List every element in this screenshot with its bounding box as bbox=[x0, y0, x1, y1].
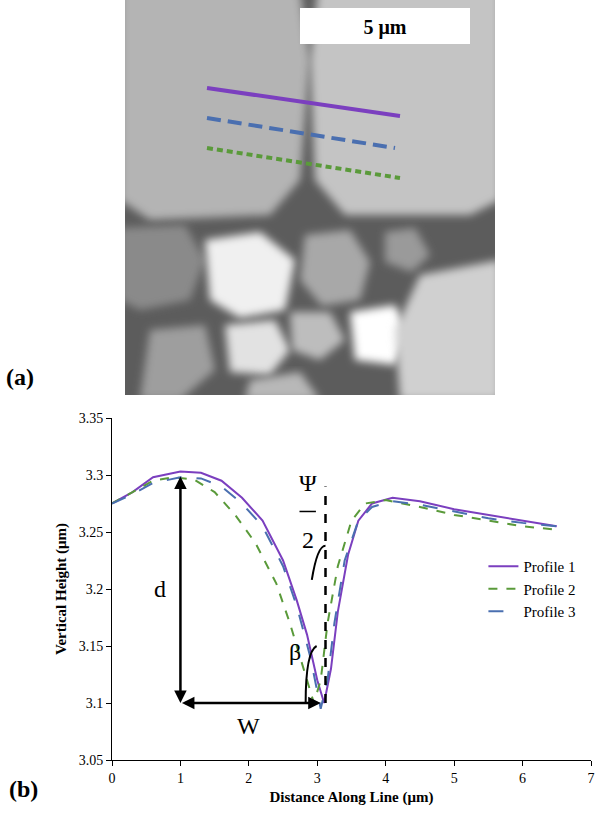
svg-text:3.35: 3.35 bbox=[79, 411, 104, 426]
svg-text:Profile 2: Profile 2 bbox=[523, 582, 575, 598]
svg-text:3.25: 3.25 bbox=[79, 525, 104, 540]
svg-text:(a): (a) bbox=[6, 364, 34, 390]
svg-text:Distance Along Line (μm): Distance Along Line (μm) bbox=[270, 789, 434, 806]
svg-text:d: d bbox=[154, 576, 166, 602]
svg-text:W: W bbox=[237, 713, 260, 739]
svg-text:Vertical Height (μm): Vertical Height (μm) bbox=[53, 523, 70, 655]
svg-text:β: β bbox=[289, 639, 301, 665]
svg-text:0: 0 bbox=[109, 771, 116, 786]
svg-text:1: 1 bbox=[177, 771, 184, 786]
svg-text:3.3: 3.3 bbox=[86, 468, 104, 483]
svg-text:Profile 1: Profile 1 bbox=[523, 559, 575, 575]
svg-text:3: 3 bbox=[314, 771, 321, 786]
svg-text:3.05: 3.05 bbox=[79, 753, 104, 768]
svg-text:Profile 3: Profile 3 bbox=[523, 604, 575, 620]
svg-text:3.2: 3.2 bbox=[86, 582, 104, 597]
svg-text:Ψ: Ψ bbox=[299, 470, 317, 496]
svg-text:2: 2 bbox=[302, 527, 314, 553]
svg-text:5: 5 bbox=[451, 771, 458, 786]
svg-text:3.15: 3.15 bbox=[79, 639, 104, 654]
svg-text:(b): (b) bbox=[9, 776, 38, 802]
svg-text:3.1: 3.1 bbox=[86, 696, 104, 711]
svg-text:4: 4 bbox=[382, 771, 389, 786]
svg-text:6: 6 bbox=[519, 771, 526, 786]
svg-text:2: 2 bbox=[245, 771, 252, 786]
svg-text:5 μm: 5 μm bbox=[364, 16, 407, 39]
svg-text:7: 7 bbox=[588, 771, 595, 786]
